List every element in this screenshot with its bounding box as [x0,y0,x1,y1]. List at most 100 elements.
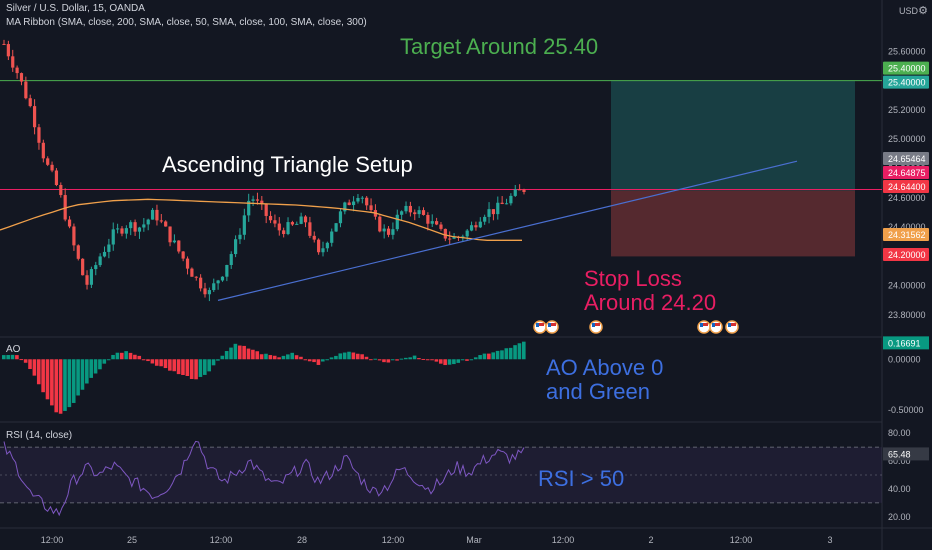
ao-bar [491,352,496,360]
ao-bar [504,348,509,360]
ao-bar [307,359,312,362]
price-tag-label: 25.40000 [888,64,926,74]
candle [303,216,308,223]
candle [268,215,273,221]
ao-bar [15,355,19,360]
candle [386,228,391,235]
ao-bar [286,354,290,360]
candle [299,216,303,224]
ao-bar [456,359,461,363]
candle [435,221,439,225]
ao-bar [399,358,404,360]
ao-bar [487,353,491,360]
ao-bar [54,359,59,413]
ao-bar [272,355,277,360]
ao-bar [438,359,443,364]
candle [181,251,185,259]
ao-bar [207,359,211,372]
event-flag-canton [712,323,715,327]
event-flag-icon [533,320,547,334]
ao-bar [93,359,98,374]
candle [421,210,426,215]
candle [6,44,10,57]
candle [32,106,37,128]
ao-bar [478,355,482,360]
indicator-title: MA Ribbon (SMA, close, 200, SMA, close, … [6,17,367,28]
candle [295,223,299,225]
ao-bar [224,351,229,360]
ao-bar [517,343,522,360]
candle [491,209,496,215]
ao-bar [58,359,63,414]
ao-bar [19,359,24,361]
candle [120,228,124,234]
candle [325,242,329,249]
rsi-pane-label: RSI (14, close) [6,430,73,441]
rsi-annotation: RSI > 50 [538,466,625,491]
time-tick-label: 25 [127,535,137,545]
event-flag-stripe [536,323,544,326]
ao-bar [465,359,469,361]
candle [286,222,290,235]
target-zone [611,80,855,191]
candle [365,197,369,206]
ao-bar [408,357,412,360]
symbol-title: Silver / U.S. Dollar, 15, OANDA [6,3,145,14]
ao-bar [150,359,155,364]
candle [24,81,28,99]
candle [338,211,343,224]
candle [133,222,137,232]
ascending-trendline [217,160,798,301]
ao-bar [41,359,45,393]
candle [155,209,159,221]
candle [391,229,395,235]
candle [400,211,404,215]
ao-bar [237,345,242,360]
rsi-tick-label: 20.00 [888,512,911,522]
candle [199,277,203,289]
ao-bar [163,359,168,369]
candle [15,67,19,74]
candle [116,228,120,230]
target-annotation: Target Around 25.40 [400,34,599,59]
moving-average-line [0,198,522,241]
candle [273,220,277,224]
ao-bar [246,348,251,360]
ao-bar [23,359,28,363]
ao-bar [115,352,120,360]
candle [452,237,456,239]
ao-bar [159,359,163,367]
ao-bar [395,359,399,361]
stop-zone [611,190,855,257]
candle [225,264,229,277]
candle [255,199,260,201]
ao-bar [28,359,32,370]
candle [98,256,102,266]
candle [513,189,517,196]
ao-bar [364,356,369,360]
ao-bar [360,354,364,360]
candle [404,205,408,212]
ao-bar [482,353,487,360]
ao-bar [233,343,238,360]
price-tag-label: 24.64875 [888,168,926,178]
ao-bar [50,359,54,406]
ao-bar [128,352,133,360]
candle [504,203,509,205]
ao-bar [294,355,299,360]
candle [89,269,93,285]
ao-bar [185,359,190,377]
ao-bar [137,355,142,360]
time-tick-label: 12:00 [382,535,405,545]
event-flag-icon [709,320,723,334]
ao-bar [495,350,500,360]
candle [413,212,417,215]
ao-bar [133,354,137,360]
ao-bar [320,359,325,362]
ao-bar [334,355,338,360]
gear-icon[interactable]: ⚙ [918,5,928,17]
event-flag-canton [592,323,595,327]
rsi-tick-label: 80.00 [888,428,911,438]
price-tag-label: 24.20000 [888,250,926,260]
